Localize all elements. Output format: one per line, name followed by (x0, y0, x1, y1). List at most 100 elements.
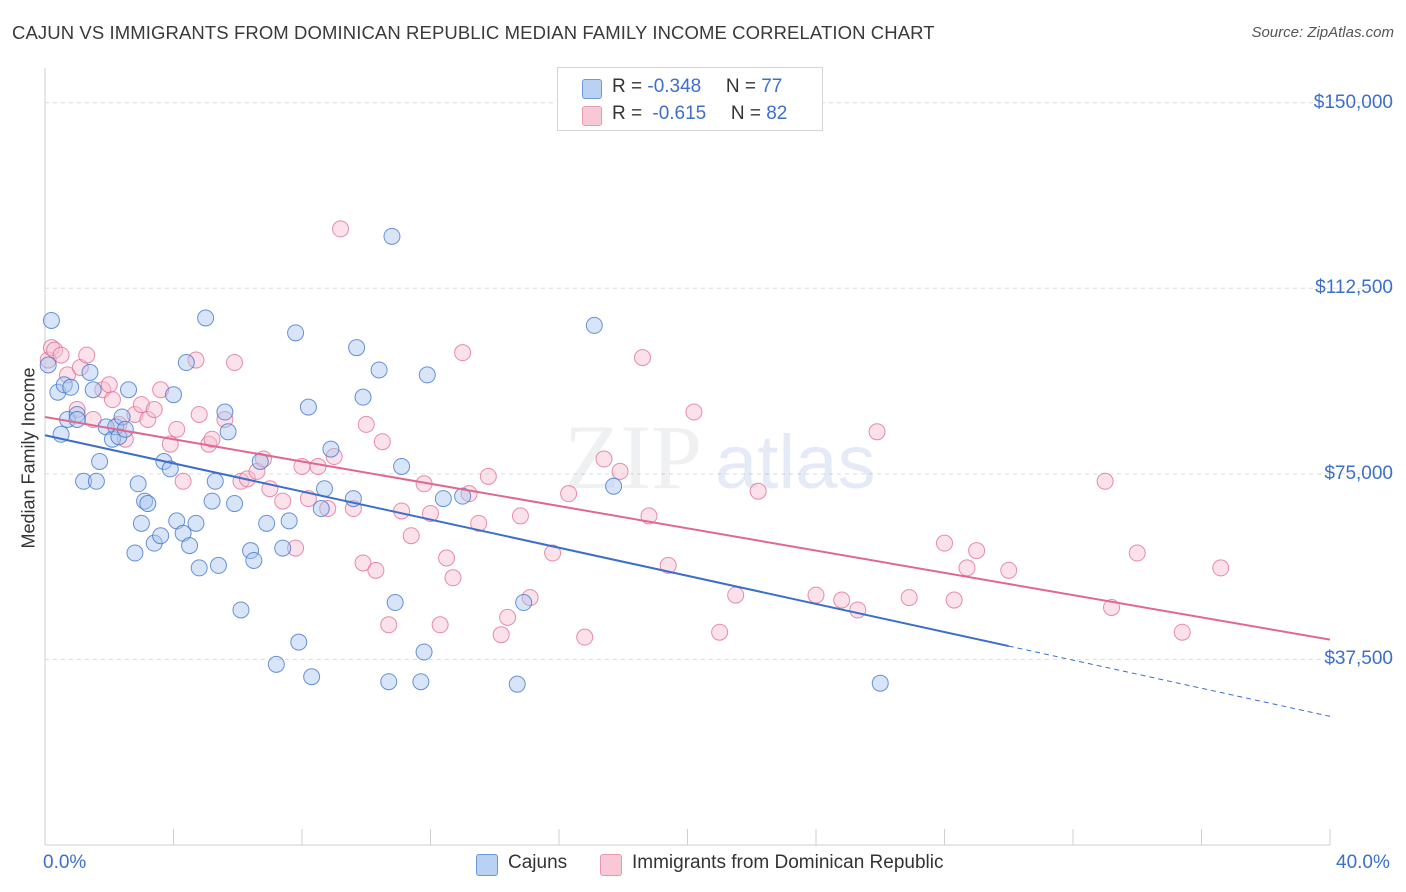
data-point (168, 420, 186, 438)
data-point (444, 569, 462, 587)
data-point (383, 227, 401, 245)
data-point (219, 423, 237, 441)
data-point (685, 403, 703, 421)
data-point (1000, 561, 1018, 579)
data-point (431, 616, 449, 634)
data-point (287, 324, 305, 342)
data-point (470, 514, 488, 532)
data-point (576, 628, 594, 646)
data-point (75, 472, 93, 490)
data-point (203, 430, 221, 448)
y-tick-label: $112,500 (1315, 277, 1393, 299)
source-label: Source: ZipAtlas.com (1251, 24, 1394, 41)
data-point (132, 396, 150, 414)
data-point (332, 220, 350, 238)
data-point (611, 462, 629, 480)
data-point (348, 339, 366, 357)
data-point (274, 539, 292, 557)
data-point (499, 608, 517, 626)
data-point (422, 504, 439, 522)
watermark-zip: ZIP (564, 406, 702, 508)
bottom-legend-swatch-pink (600, 854, 622, 876)
data-point (367, 561, 385, 579)
legend-r-label: R = (612, 103, 648, 124)
data-point (402, 527, 420, 545)
data-point (206, 472, 224, 490)
data-point (849, 601, 867, 619)
data-point (209, 556, 227, 574)
bottom-legend-label: Immigrants from Dominican Republic (632, 852, 944, 873)
data-point (1173, 623, 1191, 641)
data-point (62, 378, 80, 396)
data-point (280, 512, 298, 530)
data-point (81, 363, 99, 381)
data-point (560, 485, 578, 503)
data-point (393, 457, 411, 475)
data-point (129, 475, 147, 493)
data-point (232, 601, 250, 619)
data-point (868, 423, 886, 441)
data-point (319, 500, 337, 518)
data-point (161, 460, 179, 478)
data-point (174, 472, 192, 490)
y-tick-label: $150,000 (1313, 91, 1393, 113)
data-point (380, 673, 398, 691)
data-point (242, 542, 260, 560)
legend-swatch-blue (582, 79, 602, 99)
data-point (968, 542, 986, 560)
legend-n-value: 82 (766, 103, 788, 124)
bottom-legend-label: Cajuns (508, 852, 568, 873)
data-point (84, 381, 102, 399)
data-point (415, 643, 433, 661)
data-point (197, 309, 215, 327)
trend-line-dominican (44, 415, 1331, 641)
y-tick-label: $37,500 (1324, 648, 1393, 670)
data-point (508, 675, 526, 693)
data-point (177, 354, 195, 372)
trend-lines (44, 415, 1331, 717)
data-point (139, 410, 157, 428)
data-point (511, 507, 529, 525)
chart-title: CAJUN VS IMMIGRANTS FROM DOMINICAN REPUB… (12, 22, 935, 43)
data-point (216, 403, 234, 421)
data-point (380, 616, 398, 634)
data-point (152, 527, 170, 545)
watermark: ZIP atlas (564, 406, 876, 508)
data-point (322, 440, 340, 458)
data-point (370, 361, 388, 379)
data-point (634, 349, 652, 367)
data-point (78, 346, 96, 364)
data-point (434, 490, 452, 508)
data-point (42, 311, 60, 329)
legend-n-label: N = (730, 103, 767, 124)
data-point (479, 467, 497, 485)
data-point (274, 492, 292, 510)
data-point (412, 673, 430, 691)
data-point (226, 495, 244, 513)
data-point (659, 556, 677, 574)
axes (44, 68, 1331, 846)
data-point (544, 544, 562, 562)
data-point (438, 549, 456, 567)
data-point (258, 514, 276, 532)
data-point (1128, 544, 1146, 562)
stats-legend: R = -0.348 N = 77 R = -0.615 N = 82 (557, 67, 823, 131)
watermark-atlas: atlas (715, 420, 876, 505)
data-point (190, 559, 208, 577)
data-point (585, 316, 603, 334)
data-point (749, 482, 767, 500)
data-point (126, 544, 144, 562)
data-point (833, 591, 851, 609)
data-point (181, 537, 199, 555)
data-point (190, 405, 208, 423)
data-point (492, 626, 510, 644)
data-point (290, 633, 308, 651)
data-point (515, 594, 533, 612)
data-point (945, 591, 963, 609)
data-point (605, 477, 623, 495)
trend-line-cajuns (44, 434, 1009, 648)
legend-r-value: -0.615 (652, 103, 707, 124)
data-point (900, 589, 918, 607)
data-point (245, 551, 263, 569)
